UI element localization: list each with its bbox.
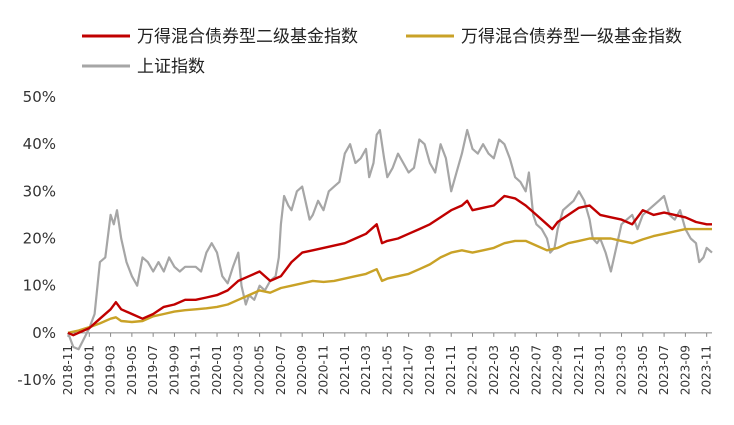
- legend-label-series-1: 万得混合债券型二级基金指数: [137, 27, 358, 47]
- x-tick-label: 2020-05: [253, 345, 267, 395]
- x-tick-label: 2022-05: [508, 345, 522, 395]
- y-tick-label: 50%: [23, 88, 56, 106]
- x-tick-label: 2023-11: [700, 345, 714, 395]
- x-tick-label: 2021-07: [402, 345, 416, 395]
- x-axis: 2018-11 2019-01 2019-03 2019-05 2019-07 2019-…: [61, 332, 714, 395]
- x-tick-label: 2023-07: [657, 345, 671, 395]
- x-tick-label: 2022-01: [465, 345, 479, 395]
- chart-legend: 万得混合债券型二级基金指数 万得混合债券型一级基金指数 上证指数: [82, 27, 682, 77]
- x-tick-label: 2019-07: [146, 345, 160, 395]
- x-tick-label: 2021-01: [338, 345, 352, 395]
- x-tick-label: 2021-11: [444, 345, 458, 395]
- legend-label-series-3: 上证指数: [137, 57, 205, 77]
- x-tick-label: 2020-03: [231, 345, 245, 395]
- x-tick-label: 2019-03: [104, 345, 118, 395]
- y-tick-label: 30%: [23, 182, 56, 200]
- x-tick-label: 2021-05: [380, 345, 394, 395]
- x-tick-label: 2022-09: [551, 345, 565, 395]
- x-tick-label: 2022-11: [572, 345, 586, 395]
- x-tick-label: 2023-01: [593, 345, 607, 395]
- x-tick-label: 2018-11: [61, 345, 75, 395]
- x-tick-label: 2022-07: [529, 345, 543, 395]
- x-tick-label: 2020-09: [295, 345, 309, 395]
- x-tick-label: 2023-05: [636, 345, 650, 395]
- x-tick-label: 2021-03: [359, 345, 373, 395]
- y-axis: 50% 40% 30% 20% 10% 0% -10%: [17, 88, 56, 389]
- y-tick-label: 10%: [23, 277, 56, 295]
- x-tick-label: 2019-01: [82, 345, 96, 395]
- x-tick-label: 2021-09: [423, 345, 437, 395]
- y-tick-label: 0%: [32, 324, 56, 342]
- x-tick-label: 2023-03: [615, 345, 629, 395]
- x-tick-label: 2019-05: [125, 345, 139, 395]
- x-tick-label: 2022-03: [487, 345, 501, 395]
- x-tick-label: 2020-07: [274, 345, 288, 395]
- x-tick-label: 2019-11: [189, 345, 203, 395]
- x-tick-label: 2020-11: [316, 345, 330, 395]
- series-line-3: [66, 128, 713, 351]
- x-tick-label: 2019-09: [167, 345, 181, 395]
- x-tick-label: 2023-09: [678, 345, 692, 395]
- y-tick-label: -10%: [17, 371, 56, 389]
- legend-label-series-2: 万得混合债券型一级基金指数: [461, 27, 682, 47]
- series-line-1: [67, 194, 712, 337]
- y-tick-label: 20%: [23, 230, 56, 248]
- x-tick-label: 2020-01: [210, 345, 224, 395]
- series-line-2: [67, 227, 712, 334]
- y-tick-label: 40%: [23, 135, 56, 153]
- series-layer: [66, 128, 713, 351]
